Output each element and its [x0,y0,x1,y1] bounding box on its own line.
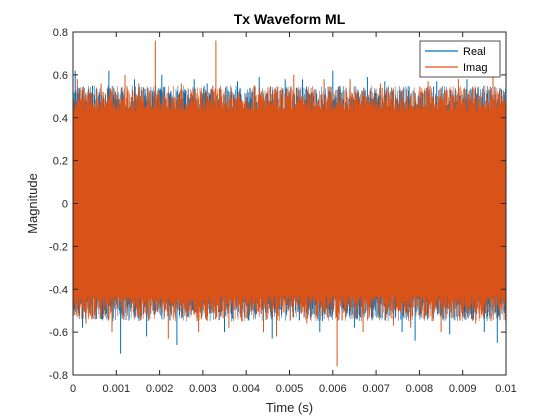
legend-box [419,40,501,78]
x-tick-label: 0.004 [232,383,260,395]
series-layer [72,40,507,367]
series-jitter-imag [72,85,507,322]
x-tick-label: 0 [70,383,76,395]
y-axis-label: Magnitude [25,173,40,234]
x-tick-label: 0.008 [406,383,434,395]
x-tick-label: 0.002 [146,383,174,395]
y-tick-label: 0.2 [53,156,68,168]
chart-title: Tx Waveform ML [234,11,346,27]
y-tick-label: 0.6 [53,70,68,82]
y-tick-label: -0.8 [49,370,68,382]
y-tick-label: -0.4 [49,284,68,296]
y-tick-label: 0.4 [53,113,68,125]
x-tick-label: 0.003 [189,383,217,395]
y-tick-label: 0 [62,199,68,211]
ticks-layer: 0 0.001 0.002 0.003 0.004 0.005 0.006 0.007 0.00… [49,27,517,395]
y-tick-label: -0.2 [49,241,68,253]
x-tick-label: 0.001 [103,383,131,395]
x-tick-label: 0.007 [362,383,390,395]
x-tick-label: 0.01 [495,383,516,395]
legend-label-imag: Imag [463,62,487,74]
x-tick-label: 0.006 [319,383,347,395]
series-imag [72,40,507,367]
legend-label-real: Real [463,46,486,58]
x-axis-label: Time (s) [266,400,313,415]
y-tick-label: 0.8 [53,27,68,39]
x-tick-label: 0.009 [449,383,477,395]
legend: Real Imag [419,40,501,78]
x-tick-label: 0.005 [276,383,304,395]
y-tick-label: -0.6 [49,327,68,339]
